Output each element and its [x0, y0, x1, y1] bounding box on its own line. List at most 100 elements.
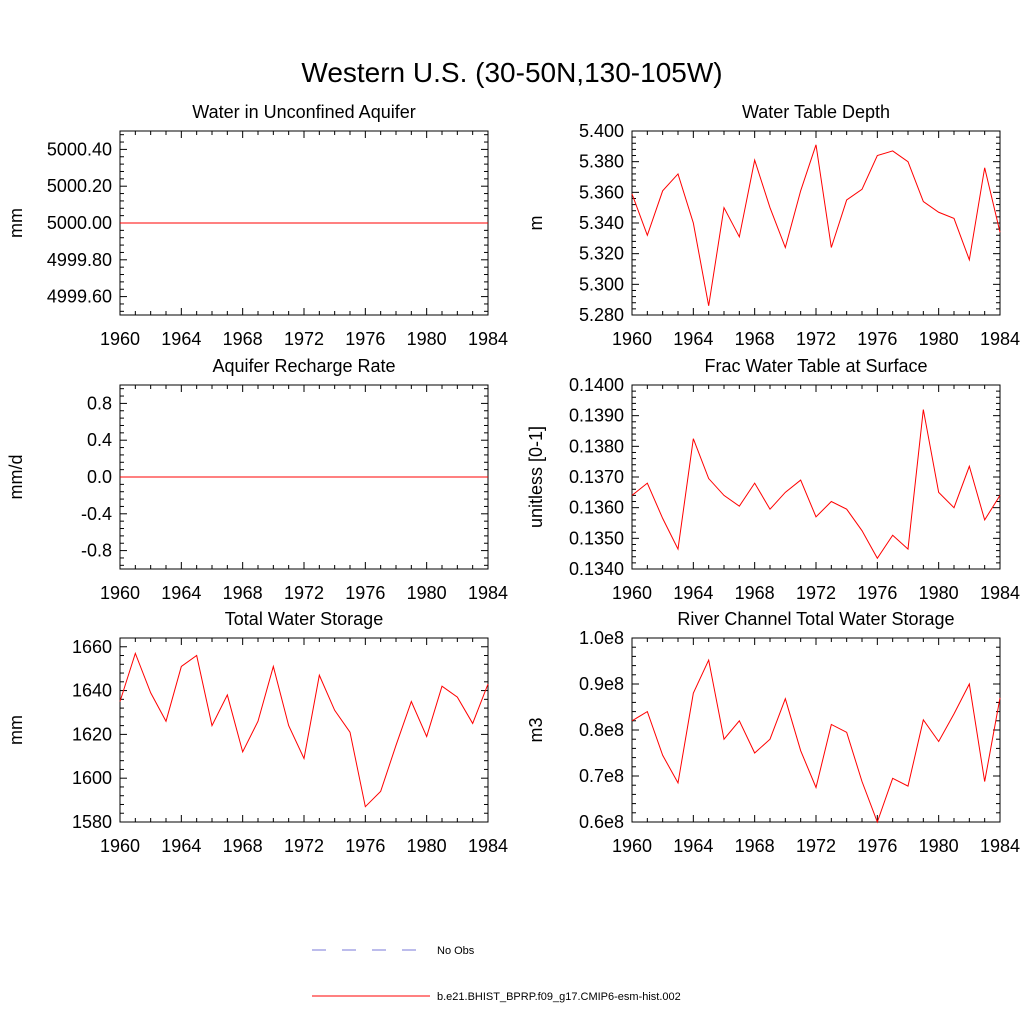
y-tick-label: 0.6e8 — [579, 812, 624, 832]
x-tick-label: 1960 — [100, 583, 140, 603]
figure-title: Western U.S. (30-50N,130-105W) — [301, 57, 722, 88]
y-tick-label: 1580 — [72, 812, 112, 832]
y-axis-label: m — [526, 216, 546, 231]
x-tick-label: 1972 — [284, 583, 324, 603]
x-tick-label: 1960 — [612, 583, 652, 603]
x-tick-label: 1964 — [673, 836, 713, 856]
legend-entry: b.e21.BHIST_BPRP.f09_g17.CMIP6-esm-hist.… — [312, 991, 681, 1003]
x-tick-label: 1976 — [345, 329, 385, 349]
panel-title: River Channel Total Water Storage — [677, 609, 954, 629]
panel-title: Water Table Depth — [742, 102, 890, 122]
panel-title: Total Water Storage — [225, 609, 383, 629]
panel-3: Frac Water Table at Surface 1960 1964 1968 1… — [526, 356, 1020, 603]
y-tick-label: 5.380 — [579, 152, 624, 172]
y-tick-label: 1640 — [72, 681, 112, 701]
y-tick-label: 0.1400 — [569, 375, 624, 395]
x-tick-label: 1980 — [919, 329, 959, 349]
x-tick-label: 1976 — [857, 583, 897, 603]
x-tick-label: 1976 — [345, 836, 385, 856]
legend-label: b.e21.BHIST_BPRP.f09_g17.CMIP6-esm-hist.… — [437, 991, 681, 1003]
y-axis-label: m3 — [526, 717, 546, 742]
y-tick-label: 0.4 — [87, 430, 112, 450]
x-tick-label: 1960 — [612, 836, 652, 856]
legend-label: No Obs — [437, 945, 475, 957]
x-tick-label: 1968 — [735, 836, 775, 856]
y-tick-label: -0.8 — [81, 541, 112, 561]
x-tick-label: 1984 — [468, 583, 508, 603]
y-tick-label: 5.320 — [579, 244, 624, 264]
x-tick-label: 1976 — [857, 329, 897, 349]
y-tick-label: 4999.80 — [47, 250, 112, 270]
y-tick-label: 0.9e8 — [579, 674, 624, 694]
legend: No Obs b.e21.BHIST_BPRP.f09_g17.CMIP6-esm… — [312, 945, 681, 1003]
x-tick-label: 1972 — [284, 836, 324, 856]
x-tick-label: 1980 — [407, 583, 447, 603]
x-tick-label: 1980 — [919, 583, 959, 603]
y-axis-label: mm — [6, 715, 26, 745]
x-tick-label: 1968 — [223, 836, 263, 856]
y-tick-label: 4999.60 — [47, 287, 112, 307]
x-tick-label: 1980 — [919, 836, 959, 856]
y-axis-label: mm/d — [6, 455, 26, 500]
panel-0: Water in Unconfined Aquifer 1960 1964 1968 1… — [6, 102, 508, 349]
y-tick-label: 5000.00 — [47, 213, 112, 233]
series-line — [631, 658, 1001, 824]
y-tick-label: 1600 — [72, 768, 112, 788]
panel-title: Frac Water Table at Surface — [704, 356, 927, 376]
plot-frame — [631, 130, 1001, 316]
y-axis-label: mm — [6, 208, 26, 238]
plot-frame — [119, 637, 489, 823]
x-tick-label: 1960 — [100, 836, 140, 856]
x-tick-label: 1968 — [223, 329, 263, 349]
x-tick-label: 1980 — [407, 836, 447, 856]
y-tick-label: 0.1350 — [569, 528, 624, 548]
y-tick-label: 5.340 — [579, 213, 624, 233]
panel-4: Total Water Storage 1960 1964 1968 1972 1976 1… — [6, 609, 508, 856]
panel-title: Aquifer Recharge Rate — [212, 356, 395, 376]
y-tick-label: 0.8 — [87, 393, 112, 413]
y-tick-label: 5000.40 — [47, 139, 112, 159]
y-tick-label: 0.1370 — [569, 467, 624, 487]
y-tick-label: 5.360 — [579, 182, 624, 202]
y-tick-label: 0.1390 — [569, 406, 624, 426]
y-tick-label: 0.1360 — [569, 498, 624, 518]
x-tick-label: 1972 — [284, 329, 324, 349]
x-tick-label: 1980 — [407, 329, 447, 349]
plot-frame — [631, 384, 1001, 570]
x-tick-label: 1964 — [161, 836, 201, 856]
y-tick-label: 1660 — [72, 637, 112, 657]
x-tick-label: 1972 — [796, 836, 836, 856]
x-tick-label: 1984 — [980, 583, 1020, 603]
panel-5: River Channel Total Water Storage 1960 196… — [526, 609, 1020, 856]
y-tick-label: 0.8e8 — [579, 720, 624, 740]
y-tick-label: 5.280 — [579, 305, 624, 325]
y-tick-label: 5.300 — [579, 274, 624, 294]
y-tick-label: 0.7e8 — [579, 766, 624, 786]
panel-1: Water Table Depth 1960 1964 1968 1972 1976 198… — [526, 102, 1020, 349]
x-tick-label: 1984 — [980, 329, 1020, 349]
series-line — [631, 144, 1001, 306]
y-tick-label: 5000.20 — [47, 176, 112, 196]
panels: Water in Unconfined Aquifer 1960 1964 1968 1… — [6, 102, 1020, 856]
x-tick-label: 1984 — [468, 836, 508, 856]
y-axis-label: unitless [0-1] — [526, 426, 546, 528]
x-tick-label: 1964 — [673, 583, 713, 603]
x-tick-label: 1976 — [345, 583, 385, 603]
panel-title: Water in Unconfined Aquifer — [192, 102, 415, 122]
x-tick-label: 1972 — [796, 329, 836, 349]
y-tick-label: 5.400 — [579, 121, 624, 141]
panel-2: Aquifer Recharge Rate 1960 1964 1968 1972 197… — [6, 356, 508, 603]
x-tick-label: 1968 — [735, 583, 775, 603]
x-tick-label: 1972 — [796, 583, 836, 603]
x-tick-label: 1960 — [100, 329, 140, 349]
x-tick-label: 1976 — [857, 836, 897, 856]
y-tick-label: 1620 — [72, 724, 112, 744]
x-tick-label: 1964 — [161, 329, 201, 349]
y-tick-label: 1.0e8 — [579, 628, 624, 648]
series-line — [119, 651, 489, 808]
x-tick-label: 1968 — [735, 329, 775, 349]
x-tick-label: 1968 — [223, 583, 263, 603]
x-tick-label: 1984 — [468, 329, 508, 349]
x-tick-label: 1960 — [612, 329, 652, 349]
